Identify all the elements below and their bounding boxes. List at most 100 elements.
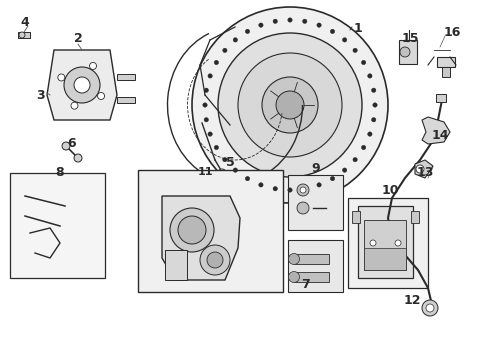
Circle shape (207, 252, 223, 268)
Circle shape (300, 187, 306, 193)
Bar (165, 250, 187, 280)
Circle shape (343, 168, 347, 172)
Text: 14: 14 (431, 129, 449, 141)
Bar (117, 74, 135, 80)
Circle shape (233, 38, 238, 42)
Bar (358, 206, 413, 278)
Circle shape (218, 169, 226, 177)
Circle shape (302, 19, 307, 23)
Circle shape (214, 145, 219, 150)
Circle shape (317, 23, 321, 27)
Circle shape (208, 74, 212, 78)
Circle shape (245, 29, 250, 33)
Text: 1: 1 (354, 22, 363, 35)
Bar (288, 175, 343, 230)
Circle shape (395, 240, 401, 246)
Circle shape (262, 77, 318, 133)
Circle shape (353, 157, 357, 162)
Circle shape (343, 38, 347, 42)
Circle shape (276, 91, 304, 119)
Circle shape (302, 186, 307, 191)
Circle shape (204, 118, 208, 122)
Text: 15: 15 (401, 31, 419, 45)
Text: 8: 8 (56, 166, 64, 179)
Text: 4: 4 (21, 15, 29, 28)
Text: 12: 12 (403, 293, 421, 306)
Circle shape (214, 60, 219, 65)
Text: 5: 5 (225, 156, 234, 168)
Bar (411, 211, 419, 223)
Circle shape (64, 67, 100, 103)
Text: 10: 10 (381, 184, 399, 197)
Circle shape (422, 300, 438, 316)
Circle shape (19, 32, 25, 38)
Circle shape (273, 19, 277, 23)
Bar (364, 248, 406, 270)
Circle shape (259, 23, 263, 27)
Bar (294, 254, 329, 264)
Circle shape (288, 188, 292, 192)
Circle shape (371, 88, 376, 93)
Circle shape (238, 53, 342, 157)
Circle shape (222, 157, 227, 162)
Polygon shape (162, 196, 240, 280)
Text: 2: 2 (74, 31, 82, 45)
Circle shape (362, 60, 366, 65)
Bar (352, 211, 360, 223)
Circle shape (368, 132, 372, 136)
Text: 7: 7 (301, 279, 309, 292)
Circle shape (98, 93, 104, 99)
Circle shape (317, 183, 321, 187)
Circle shape (222, 48, 227, 53)
Circle shape (200, 245, 230, 275)
Text: 9: 9 (312, 162, 320, 175)
Circle shape (259, 183, 263, 187)
Circle shape (400, 47, 410, 57)
Circle shape (178, 216, 206, 244)
Circle shape (74, 154, 82, 162)
Bar (288, 240, 343, 292)
Circle shape (233, 168, 238, 172)
Bar (442, 67, 450, 77)
Circle shape (362, 145, 366, 150)
Bar (138, 170, 283, 292)
Bar (117, 97, 135, 103)
Circle shape (170, 208, 214, 252)
Polygon shape (47, 50, 117, 120)
Circle shape (330, 176, 335, 181)
Circle shape (245, 176, 250, 181)
Bar (10, 173, 105, 278)
Text: 16: 16 (443, 26, 461, 39)
Circle shape (273, 186, 277, 191)
Circle shape (426, 304, 434, 312)
Circle shape (71, 102, 78, 109)
Circle shape (289, 253, 299, 265)
Circle shape (330, 29, 335, 33)
Text: 13: 13 (416, 166, 434, 179)
Circle shape (288, 18, 292, 22)
Text: 3: 3 (36, 89, 44, 102)
Bar (364, 220, 406, 270)
Circle shape (353, 48, 357, 53)
Text: 11: 11 (197, 167, 213, 177)
Circle shape (58, 74, 65, 81)
Circle shape (371, 118, 376, 122)
Bar (436, 94, 446, 102)
Circle shape (373, 103, 377, 107)
Circle shape (62, 142, 70, 150)
Bar (294, 272, 329, 282)
Circle shape (368, 74, 372, 78)
Bar (348, 198, 428, 288)
Polygon shape (422, 117, 450, 144)
Bar (399, 40, 417, 64)
Circle shape (297, 202, 309, 214)
Circle shape (289, 271, 299, 283)
Circle shape (203, 103, 207, 107)
Bar (437, 57, 455, 67)
Bar (18, 32, 30, 38)
Circle shape (208, 132, 212, 136)
Circle shape (297, 184, 309, 196)
Text: 6: 6 (68, 136, 76, 149)
Circle shape (370, 240, 376, 246)
Circle shape (90, 62, 97, 69)
